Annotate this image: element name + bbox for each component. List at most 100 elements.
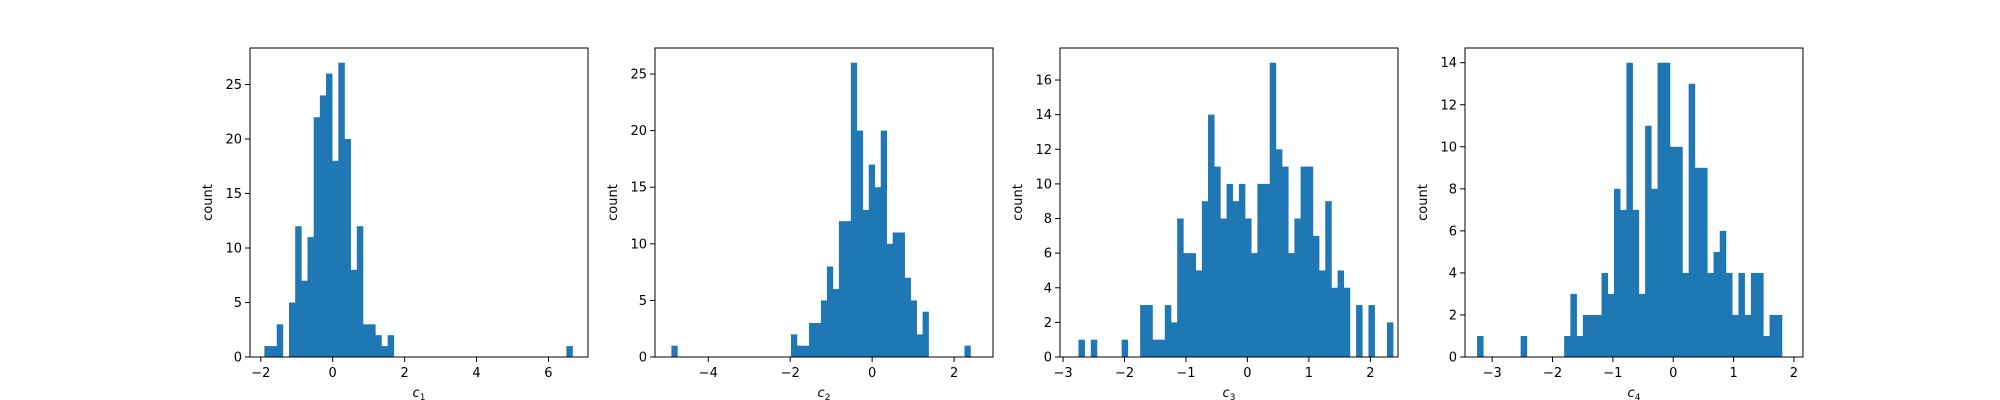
histogram-bar (1676, 146, 1683, 357)
y-tick-label: 25 (630, 68, 647, 83)
x-axis-label: c2 (818, 386, 831, 400)
y-axis-label: count (201, 184, 216, 221)
histogram-bar (1208, 114, 1215, 358)
histogram-bar (808, 323, 816, 357)
histogram-bar (1564, 335, 1571, 357)
histogram-bar (797, 345, 804, 357)
histogram-bar (1146, 305, 1153, 357)
histogram-bar (1570, 293, 1577, 357)
histogram-bar (319, 95, 327, 357)
histogram-bar (1214, 166, 1221, 357)
histogram-bar (880, 130, 888, 357)
histogram-bar (1288, 253, 1295, 357)
histogram-bar (1620, 209, 1627, 357)
histogram-bar (1257, 183, 1264, 357)
histogram-bar (307, 237, 314, 357)
histogram-bar (838, 221, 846, 357)
histogram-bar (892, 232, 899, 357)
y-tick-label: 5 (234, 296, 242, 311)
histogram-bar (1090, 339, 1098, 357)
axes-frame (1464, 47, 1804, 358)
histogram-bar (832, 289, 840, 357)
y-tick-label: 0 (639, 351, 647, 366)
histogram-bar (1282, 166, 1289, 357)
histogram-bar (1713, 251, 1721, 357)
x-tick-label: 0 (868, 366, 876, 381)
histogram-bar (910, 300, 917, 357)
histogram-bar (1220, 218, 1227, 357)
histogram-bar (1201, 201, 1209, 357)
x-axis-label: c3 (1223, 386, 1236, 400)
histogram-bar (1251, 253, 1258, 357)
histogram-bar (1195, 270, 1203, 357)
histogram-bar (1226, 183, 1234, 357)
histogram-bar (1638, 293, 1646, 357)
histogram-bar (814, 323, 822, 357)
x-tick-label: 2 (1366, 366, 1374, 381)
histogram-bar (381, 346, 388, 357)
x-tick-label: 1 (1729, 366, 1737, 381)
histogram-bar (1306, 166, 1314, 357)
histogram-bar (326, 73, 333, 358)
histogram-bar (874, 187, 882, 357)
y-axis-label: count (606, 184, 621, 221)
y-tick-label: 20 (630, 124, 647, 139)
histogram-bar (1769, 314, 1777, 357)
histogram-bar (1164, 305, 1172, 357)
y-tick-label: 10 (630, 237, 647, 252)
histogram-bar (350, 269, 358, 357)
y-tick-label: 25 (225, 78, 242, 93)
histogram-bar (1775, 314, 1783, 357)
y-tick-label: 2 (1044, 316, 1052, 331)
x-tick-label: −4 (699, 366, 718, 381)
histogram-bar (1238, 183, 1246, 357)
y-tick-label: 16 (1035, 74, 1052, 89)
x-tick-label: 2 (400, 366, 408, 381)
histogram-bar (1275, 149, 1283, 357)
histogram-bar (1386, 322, 1394, 357)
histogram-bar (1337, 270, 1345, 357)
histogram-bar (1645, 125, 1652, 357)
histogram-bar (1319, 270, 1326, 357)
histogram-bar (1763, 335, 1770, 357)
histogram-bar (964, 345, 971, 357)
y-axis-label: count (1416, 184, 1431, 221)
histogram-bar (886, 243, 893, 357)
histogram-bar (898, 232, 905, 357)
y-axis-label: count (1011, 184, 1026, 221)
histogram-bar (1601, 272, 1609, 357)
y-tick-label: 0 (234, 351, 242, 366)
histogram-bar (1657, 62, 1665, 358)
y-tick-label: 14 (1440, 56, 1457, 71)
y-tick-label: 15 (630, 181, 647, 196)
x-tick-label: 0 (329, 366, 337, 381)
histogram-bar (1245, 218, 1252, 357)
histogram-bar (289, 302, 296, 357)
histogram-bar (922, 311, 929, 357)
x-tick-label: 6 (544, 366, 552, 381)
histogram-bar (356, 226, 364, 357)
histogram-bar (1738, 272, 1745, 357)
histogram-bar (868, 164, 876, 357)
histogram-bar (802, 345, 810, 357)
y-tick-label: 14 (1035, 108, 1052, 123)
histogram-bar (1626, 62, 1633, 358)
histogram-bar (1732, 314, 1739, 357)
histogram-panel-1: −2 0 2 4 6 0 5 10 15 20 25 c1 count (201, 47, 589, 400)
x-tick-label: −2 (1115, 366, 1134, 381)
histogram-bar (1694, 167, 1702, 357)
histogram-bar (1158, 339, 1166, 357)
y-tick-label: 5 (639, 294, 647, 309)
histogram-bar (1607, 293, 1615, 357)
y-tick-label: 4 (1044, 281, 1052, 296)
x-tick-label: 1 (1305, 366, 1313, 381)
histogram-bar (916, 334, 923, 357)
y-tick-label: 20 (225, 133, 242, 148)
histogram-bar (1183, 253, 1190, 357)
histogram-bar (1663, 62, 1671, 358)
histogram-bar (1688, 83, 1696, 357)
histogram-bar (270, 346, 278, 357)
